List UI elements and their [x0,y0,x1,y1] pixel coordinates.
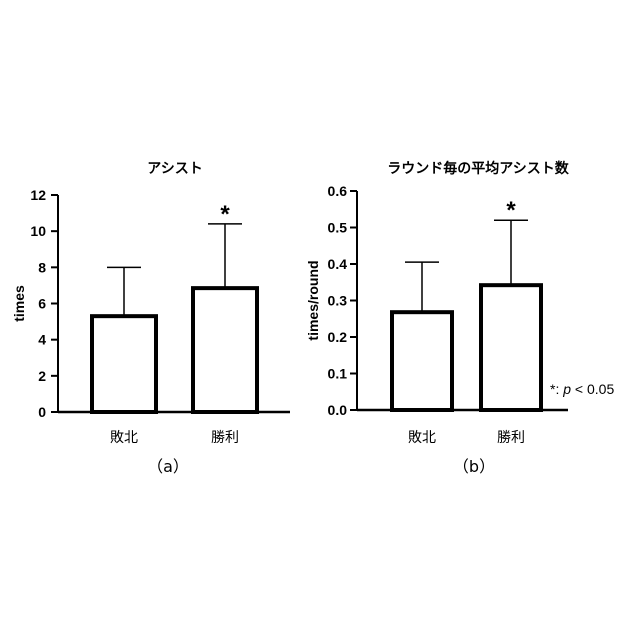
note-p-variable: p [562,381,571,397]
category-label-2: 勝利 [497,430,525,446]
category-label-2: 勝利 [211,430,239,446]
y-tick-label: 0.1 [328,366,348,382]
y-tick-label: 0 [38,404,46,420]
y-tick-label: 12 [30,187,46,203]
y-axis-label: times/round [305,260,321,340]
category-label-1: 敗北 [110,430,138,446]
panel-label-a: （a） [147,457,189,476]
chart-title-b: ラウンド毎の平均アシスト数 [387,160,569,177]
y-tick-label: 0.5 [328,220,348,236]
y-tick-label: 0.4 [328,256,348,272]
y-tick-label: 0.6 [328,183,348,199]
bar-1 [92,316,156,412]
y-tick-label: 0.2 [328,329,348,345]
note-threshold: < 0.05 [571,381,614,397]
chart-panel-a: アシスト敗北 * 勝利 0 2 4 6 8 10 12 times （a） [11,161,290,476]
y-tick-label: 0.0 [328,402,348,418]
y-tick-label: 2 [38,368,46,384]
chart-panel-b: ラウンド毎の平均アシスト数敗北 * 勝利 0.0 0.1 0.2 0.3 0.4 0.5 0.6 t… [305,160,570,476]
panel-label-b: （b） [453,457,495,476]
y-tick-label: 10 [30,223,46,239]
category-label-1: 敗北 [408,430,436,446]
significance-star-2: * [220,201,230,228]
y-tick-label: 8 [38,259,46,275]
y-tick-label: 4 [38,332,46,348]
y-axis-label: times [11,285,27,322]
bar-1 [392,312,452,410]
y-tick-label: 0.3 [328,293,348,309]
significance-note: *: p < 0.05 [550,381,614,397]
chart-title-a: アシスト [147,161,202,177]
bar-2 [481,285,541,410]
bar-2 [193,288,257,412]
y-tick-label: 6 [38,296,46,312]
note-separator: : [555,381,563,397]
significance-star-2: * [506,197,516,224]
